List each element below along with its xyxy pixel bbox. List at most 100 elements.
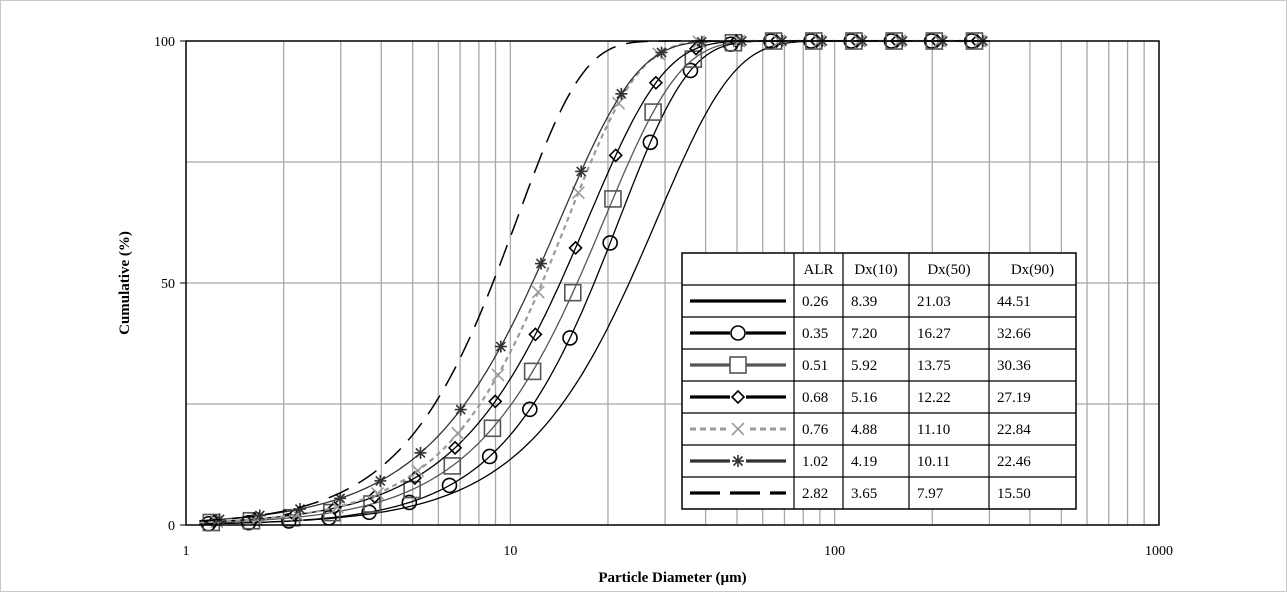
- marker-x: [571, 186, 585, 200]
- marker-circle: [401, 494, 418, 511]
- marker-circle: [522, 401, 538, 418]
- marker-square: [604, 190, 622, 208]
- marker-circle: [642, 134, 659, 151]
- table-cell: 27.19: [997, 390, 1031, 406]
- marker-star: [495, 341, 506, 352]
- marker-diamond: [648, 75, 664, 90]
- table-cell: 0.68: [802, 390, 828, 406]
- marker-x: [731, 422, 745, 436]
- marker-star: [455, 404, 466, 415]
- table-cell: 8.39: [851, 294, 877, 310]
- y-tick-label: 0: [168, 519, 175, 534]
- legend-table: ALR Dx(10) Dx(50) Dx(90) 0.26 8.39 21.03 44.51 0…: [681, 252, 1077, 510]
- marker-star: [616, 88, 627, 99]
- marker-star: [415, 447, 426, 458]
- y-tick-label: 100: [154, 35, 175, 50]
- marker-circle: [441, 477, 458, 494]
- table-cell: 5.92: [851, 358, 877, 374]
- marker-square: [563, 283, 582, 302]
- x-tick-label: 1000: [1145, 544, 1173, 559]
- marker-x: [411, 464, 425, 478]
- marker-star: [335, 493, 346, 504]
- marker-x: [451, 426, 465, 440]
- marker-diamond: [608, 148, 623, 163]
- marker-square: [443, 457, 462, 475]
- table-cell: 3.65: [851, 486, 877, 502]
- marker-square: [729, 356, 747, 374]
- table-cell: 7.20: [851, 326, 877, 342]
- legend-swatch: [690, 421, 786, 437]
- table-header-cell: Dx(10): [854, 262, 897, 278]
- table-cell: 0.51: [802, 358, 828, 374]
- table-cell: 0.26: [802, 294, 829, 310]
- marker-circle: [481, 448, 498, 465]
- table-cell: 4.88: [851, 422, 877, 438]
- series-layer: [199, 32, 990, 532]
- marker-square: [523, 362, 542, 381]
- table-cell: 22.46: [997, 454, 1031, 470]
- table-header-cell: ALR: [804, 262, 834, 278]
- marker-star: [732, 455, 744, 467]
- table-cell: 32.66: [997, 326, 1031, 342]
- table-cell: 21.03: [917, 294, 951, 310]
- marker-x: [330, 500, 344, 514]
- y-tick-label: 50: [161, 277, 175, 292]
- table-cell: 5.16: [851, 390, 878, 406]
- marker-circle: [682, 62, 699, 79]
- marker-diamond: [488, 394, 503, 409]
- legend-swatch: [690, 453, 786, 469]
- table-header-cell: Dx(50): [927, 262, 970, 278]
- marker-star: [535, 258, 547, 269]
- table-cell: 1.02: [802, 454, 828, 470]
- table-cell: 13.75: [917, 358, 951, 374]
- marker-diamond: [528, 327, 543, 342]
- marker-diamond: [568, 240, 583, 256]
- marker-diamond: [730, 389, 746, 405]
- table-cell: 30.36: [997, 358, 1031, 374]
- marker-x: [531, 285, 545, 299]
- marker-star: [375, 475, 386, 486]
- x-tick-label: 100: [824, 544, 845, 559]
- marker-x: [611, 96, 626, 110]
- marker-diamond: [447, 440, 463, 455]
- marker-circle: [602, 235, 618, 251]
- y-axis-title: Cumulative (%): [117, 231, 133, 335]
- marker-square: [483, 419, 502, 438]
- series-line: [199, 39, 990, 524]
- marker-square: [644, 103, 662, 121]
- marker-x: [491, 368, 505, 382]
- marker-star: [576, 166, 587, 177]
- marker-x: [370, 487, 385, 501]
- table-cell: 16.27: [917, 326, 951, 342]
- table-cell: 10.11: [917, 454, 950, 470]
- table-cell: 0.76: [802, 422, 829, 438]
- x-axis-title: Particle Diameter (µm): [598, 570, 746, 586]
- table-cell: 22.84: [997, 422, 1031, 438]
- legend-swatch: [690, 325, 786, 341]
- table-cell: 44.51: [997, 294, 1031, 310]
- table-cell: 15.50: [997, 486, 1031, 502]
- marker-circle: [562, 330, 578, 346]
- tick-labels: 1 10 100 1000 0 50 100: [154, 35, 1173, 559]
- legend-marker-bg: [730, 357, 746, 373]
- marker-star: [254, 510, 265, 521]
- marker-diamond: [688, 41, 704, 56]
- legend-marker-bg: [730, 389, 746, 405]
- table-header-cell: Dx(90): [1011, 262, 1054, 278]
- table-cell: 11.10: [917, 422, 950, 438]
- table-cell: 2.82: [802, 486, 828, 502]
- x-tick-label: 10: [503, 544, 517, 559]
- table-cell: 4.19: [851, 454, 877, 470]
- legend-swatch: [690, 356, 786, 374]
- marker-star: [696, 36, 707, 47]
- x-tick-label: 1: [183, 544, 190, 559]
- table-cell: 12.22: [917, 390, 951, 406]
- legend-marker-bg: [730, 325, 746, 341]
- table-cell: 7.97: [917, 486, 944, 502]
- marker-star: [656, 47, 667, 58]
- marker-circle: [730, 325, 746, 341]
- table-cell: 0.35: [802, 326, 828, 342]
- legend-swatch: [690, 389, 786, 405]
